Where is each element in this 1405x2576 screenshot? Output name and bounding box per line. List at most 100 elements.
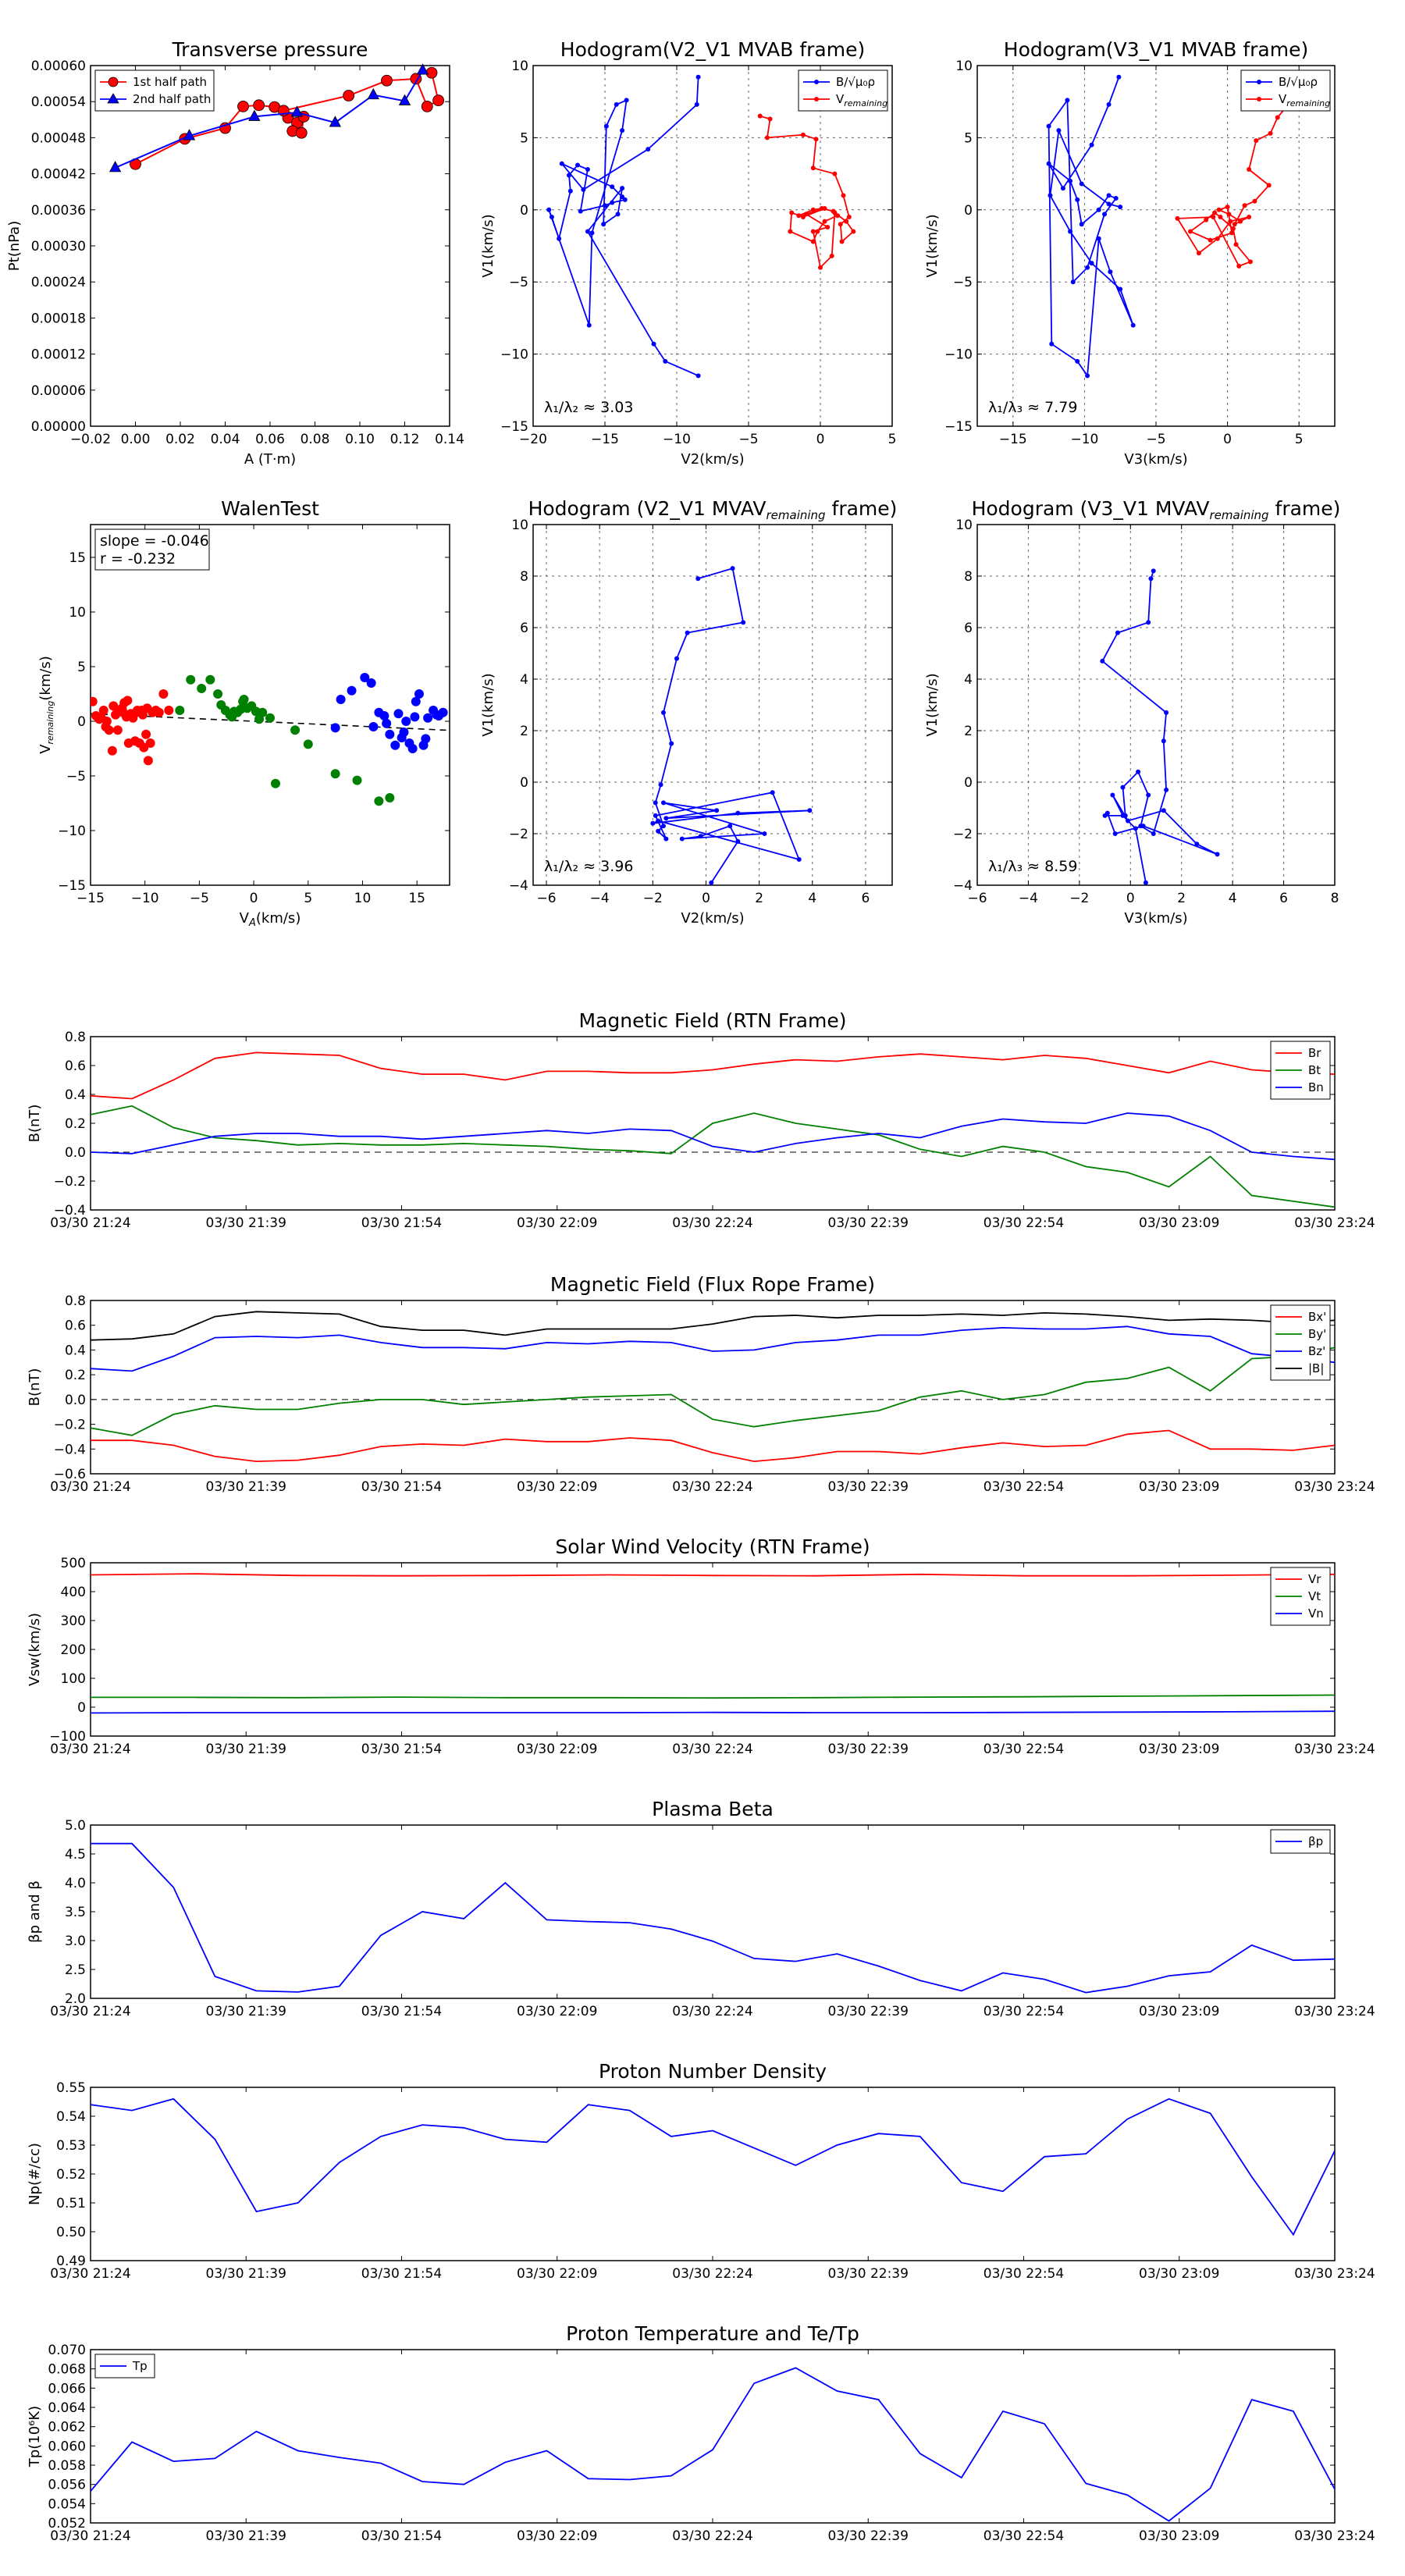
data-point <box>807 808 813 813</box>
y-tick-label: 0.00018 <box>31 311 86 326</box>
x-tick-label: 0 <box>250 891 258 906</box>
y-tick-label: 0.0 <box>65 1145 86 1161</box>
x-tick-label: 03/30 21:24 <box>50 1215 130 1231</box>
data-point <box>410 712 420 722</box>
y-tick-label: 0 <box>77 714 86 730</box>
data-point <box>1136 769 1141 774</box>
data-point <box>601 222 606 227</box>
y-tick-label: 0.00000 <box>31 419 86 435</box>
y-tick-label: −4 <box>509 878 528 894</box>
x-tick-label: 03/30 21:54 <box>361 2528 442 2544</box>
data-point <box>108 701 119 711</box>
tick-group: 03/30 21:24 03/30 21:39 03/30 21:54 03/30 2… <box>49 1556 1375 1757</box>
data-point <box>549 215 554 220</box>
data-point <box>610 200 615 205</box>
data-point <box>141 729 151 739</box>
data-point <box>290 725 301 735</box>
tick-group: 03/30 21:24 03/30 21:39 03/30 21:54 03/30 2… <box>50 1818 1375 2019</box>
y-tick-label: 0.8 <box>65 1030 86 1045</box>
data-point <box>586 322 592 328</box>
y-tick-label: −0.2 <box>54 1174 86 1190</box>
y-axis-label: V1(km/s) <box>924 214 941 277</box>
y-tick-label: 0.00024 <box>31 275 86 290</box>
panel-hodo4: Hodogram (V3_V1 MVAVremaining frame)−6 −4… <box>924 497 1340 927</box>
y-tick-label: 0.00042 <box>31 167 86 183</box>
x-tick-label: 03/30 22:54 <box>984 2266 1064 2282</box>
data-point <box>352 775 362 785</box>
y-axis-label: V1(km/s) <box>480 673 496 736</box>
series-br <box>91 1051 1335 1100</box>
x-tick-label: 03/30 23:09 <box>1139 2528 1219 2544</box>
x-tick-label: 0 <box>1126 891 1135 906</box>
y-tick-label: 0.51 <box>56 2196 86 2211</box>
tick-group: 03/30 21:24 03/30 21:39 03/30 21:54 03/30 2… <box>50 1293 1375 1495</box>
y-tick-label: 0.064 <box>48 2400 86 2416</box>
data-point <box>727 824 733 829</box>
data-point <box>225 710 235 720</box>
data-point <box>663 358 668 364</box>
data-point <box>620 128 625 133</box>
data-point <box>205 674 215 685</box>
x-tick-label: 03/30 22:24 <box>672 1742 752 1757</box>
y-tick-label: 2 <box>520 724 528 739</box>
series-line <box>1048 76 1134 378</box>
x-tick-label: −5 <box>190 891 209 906</box>
data-point <box>112 725 123 735</box>
series-line <box>91 1325 1335 1372</box>
y-tick-label: 4.0 <box>65 1876 86 1891</box>
data-point <box>1242 203 1247 208</box>
data-point <box>270 778 280 788</box>
y-tick-label: 3.5 <box>65 1905 86 1920</box>
x-axis-label: V2(km/s) <box>681 451 744 468</box>
x-tick-label: −0.02 <box>70 432 111 447</box>
series-group-2 <box>330 673 448 753</box>
data-point <box>1130 322 1136 328</box>
data-point <box>663 816 669 821</box>
data-point <box>1115 630 1120 635</box>
x-tick-label: 03/30 22:39 <box>828 1215 909 1231</box>
data-point <box>330 723 340 733</box>
data-point <box>385 729 395 739</box>
data-point <box>1049 341 1055 347</box>
y-tick-label: −4 <box>953 878 973 894</box>
data-point <box>653 813 658 818</box>
data-point <box>239 695 249 704</box>
data-point <box>735 838 741 844</box>
data-point <box>1126 818 1131 824</box>
data-point <box>407 744 418 753</box>
data-point <box>118 707 128 717</box>
x-tick-label: 0.10 <box>345 432 375 447</box>
x-tick-label: 03/30 22:54 <box>984 2004 1064 2019</box>
legend-box <box>94 69 215 112</box>
data-point <box>186 674 196 685</box>
data-point <box>432 94 445 107</box>
data-point <box>248 109 261 121</box>
y-tick-label: −15 <box>500 419 528 435</box>
data-point <box>98 706 108 715</box>
y-tick-label: −100 <box>49 1729 86 1745</box>
x-tick-label: 0.14 <box>435 432 464 447</box>
legend-label: 1st half path <box>133 75 207 89</box>
plot-area-border <box>90 1824 1336 1999</box>
data-point <box>578 208 583 214</box>
data-point <box>1228 219 1233 224</box>
data-point <box>1164 787 1169 792</box>
legend-label: βp <box>1308 1834 1323 1848</box>
legend: Tp <box>94 2354 155 2379</box>
y-tick-label: 0.00060 <box>31 59 86 74</box>
panel-hodo2: Hodogram(V3_V1 MVAB frame)−15 −10 −5 0 5−15−… <box>924 38 1336 468</box>
data-point <box>1208 237 1213 243</box>
legend-label: Bn <box>1308 1080 1324 1094</box>
data-point <box>658 782 663 788</box>
data-point <box>1118 205 1123 210</box>
x-tick-label: 03/30 23:09 <box>1139 1742 1219 1757</box>
series-line <box>91 1112 1335 1161</box>
plot-area-border <box>90 1562 1336 1737</box>
data-point <box>1215 852 1220 857</box>
data-point <box>183 129 196 141</box>
x-tick-label: 0.08 <box>301 432 330 447</box>
x-tick-label: 03/30 22:54 <box>984 1215 1064 1231</box>
data-point <box>674 656 679 661</box>
data-point <box>367 87 379 100</box>
